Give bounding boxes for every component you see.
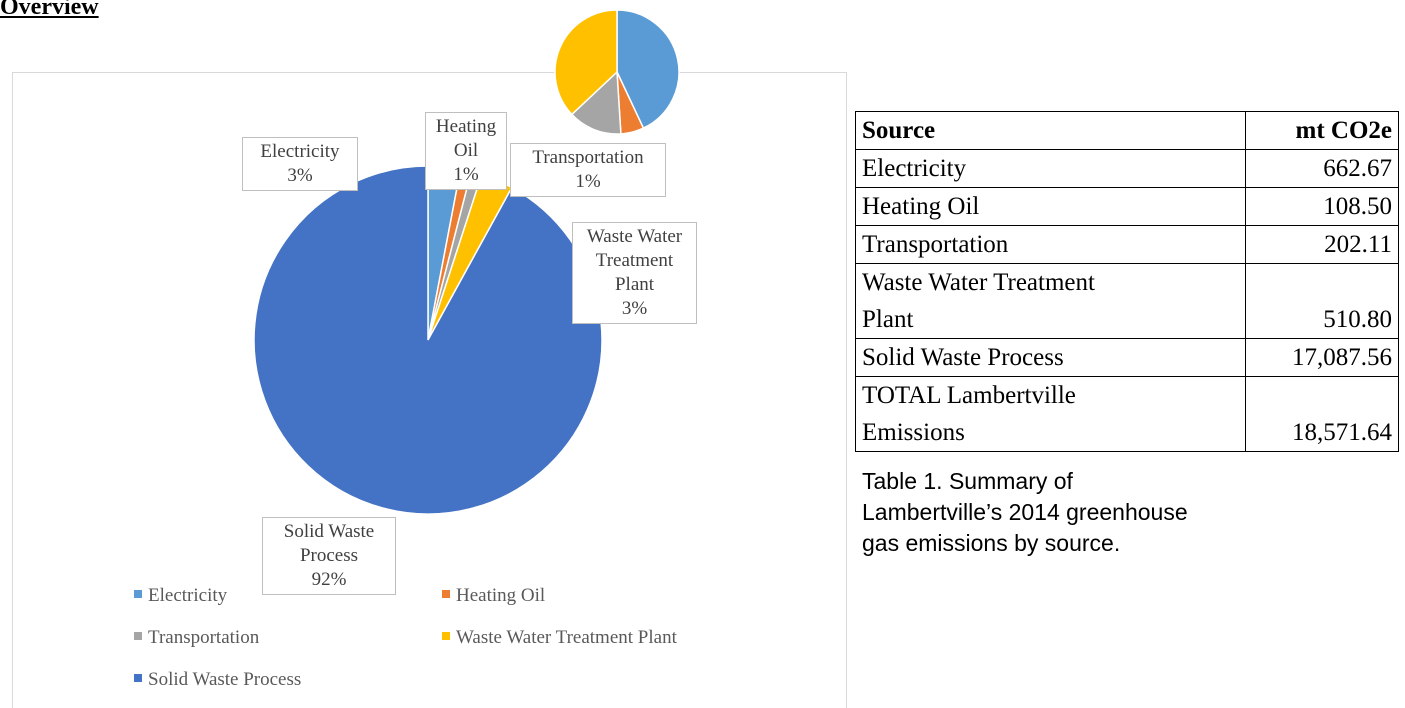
chart-area bbox=[12, 72, 847, 708]
cell: 17,087.56 bbox=[1245, 338, 1399, 377]
legend-marker bbox=[134, 674, 142, 682]
pie-slice bbox=[616, 9, 680, 130]
cell-text: TOTAL Lambertville Emissions bbox=[862, 382, 1076, 446]
data-label-value: 92% bbox=[311, 569, 347, 590]
data-label-name: Transportation bbox=[532, 147, 644, 168]
data-label: Solid Waste Process 92% bbox=[262, 517, 396, 595]
pie-slice bbox=[253, 165, 603, 515]
cell: 108.50 bbox=[1245, 187, 1399, 226]
cell: 510.80 bbox=[1245, 263, 1399, 339]
table-row: TOTAL Lambertville Emissions 18,571.64 bbox=[855, 376, 1399, 452]
legend-label: Solid Waste Process bbox=[148, 669, 302, 690]
legend-item: Waste Water Treatment Plant bbox=[442, 627, 677, 649]
legend-marker bbox=[442, 590, 450, 598]
cell: 662.67 bbox=[1245, 149, 1399, 188]
legend-marker bbox=[134, 590, 142, 598]
data-label: Waste Water Treatment Plant 3% bbox=[572, 222, 697, 324]
legend-item: Heating Oil bbox=[442, 585, 545, 607]
data-label-name: Solid Waste Process bbox=[283, 521, 375, 566]
cell: TOTAL Lambertville Emissions bbox=[855, 376, 1246, 452]
data-label: Heating Oil 1% bbox=[425, 112, 507, 190]
legend-marker bbox=[134, 632, 142, 640]
data-label-value: 3% bbox=[621, 298, 648, 319]
data-label-value: 3% bbox=[287, 165, 313, 186]
cell: Electricity bbox=[855, 149, 1246, 188]
legend-label: Electricity bbox=[148, 585, 228, 606]
table-row: Solid Waste Process 17,087.56 bbox=[855, 338, 1399, 377]
cell: Transportation bbox=[855, 225, 1246, 264]
legend-marker bbox=[442, 632, 450, 640]
table-row: Transportation 202.11 bbox=[855, 225, 1399, 264]
pie-slice bbox=[554, 9, 618, 116]
header-cell: mt CO2e bbox=[1245, 111, 1399, 150]
cell-text: Waste Water Treatment Plant bbox=[862, 269, 1095, 333]
legend-label: Heating Oil bbox=[456, 585, 546, 606]
cell: Solid Waste Process bbox=[855, 338, 1246, 377]
caption: Table 1. Summary of Lambertville’s 2014 … bbox=[862, 468, 1188, 556]
header-cell: Source bbox=[855, 111, 1246, 150]
data-label-name: Heating Oil bbox=[435, 116, 497, 161]
table-header: Source mt CO2e bbox=[855, 111, 1399, 150]
cell: Waste Water Treatment Plant bbox=[855, 263, 1246, 339]
cell: Heating Oil bbox=[855, 187, 1246, 226]
legend-label: Transportation bbox=[148, 627, 260, 648]
legend-item: Solid Waste Process bbox=[134, 669, 301, 691]
heading: Overview bbox=[0, 0, 99, 20]
table: Source mt CO2e Electricity 662.67 Heating … bbox=[855, 111, 1399, 452]
legend-label: Waste Water Treatment Plant bbox=[456, 627, 677, 648]
table-row: Waste Water Treatment Plant 510.80 bbox=[855, 263, 1399, 339]
cell: 202.11 bbox=[1245, 225, 1399, 264]
data-label-value: 1% bbox=[453, 164, 479, 185]
pie-slice bbox=[570, 70, 622, 135]
data-label-name: Electricity bbox=[260, 141, 340, 162]
legend-item: Electricity bbox=[134, 585, 227, 607]
data-label-value: 1% bbox=[575, 171, 601, 192]
table-row: Electricity 662.67 bbox=[855, 149, 1399, 188]
data-label-name: Waste Water Treatment Plant bbox=[586, 226, 683, 295]
legend-item: Transportation bbox=[134, 627, 259, 649]
table-row: Heating Oil 108.50 bbox=[855, 187, 1399, 226]
data-label: Transportation 1% bbox=[510, 143, 666, 197]
data-label: Electricity 3% bbox=[242, 137, 358, 191]
cell: 18,571.64 bbox=[1245, 376, 1399, 452]
